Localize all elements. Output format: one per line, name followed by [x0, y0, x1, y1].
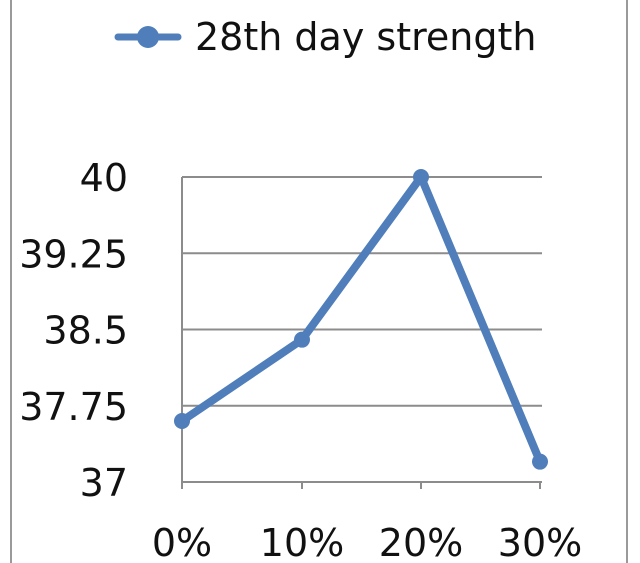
- x-tick-label: 10%: [260, 521, 344, 563]
- y-tick-label: 40: [80, 156, 128, 200]
- y-tick-label: 37: [80, 461, 128, 505]
- data-point: [294, 331, 310, 348]
- series-28th-day-strength: [174, 169, 548, 470]
- series-line: [178, 173, 544, 466]
- data-point: [413, 169, 429, 185]
- x-tick-label: 20%: [379, 521, 463, 563]
- x-tick-label: 0%: [152, 521, 212, 563]
- x-tick-label: 30%: [498, 521, 582, 563]
- y-tick-label: 37.75: [19, 385, 128, 429]
- legend-point-marker: [137, 26, 159, 48]
- y-tick-label: 38.5: [43, 309, 128, 353]
- y-axis-ticks: 40 39.25 38.5 37.75 37: [19, 156, 128, 505]
- x-axis: 0% 10% 20% 30%: [152, 177, 582, 563]
- legend: 28th day strength: [114, 15, 536, 59]
- y-tick-label: 39.25: [19, 232, 128, 276]
- grid-lines: [182, 176, 542, 407]
- legend-label: 28th day strength: [195, 15, 536, 59]
- data-point: [174, 413, 190, 429]
- chart-frame: [10, 0, 628, 563]
- data-point: [532, 453, 548, 470]
